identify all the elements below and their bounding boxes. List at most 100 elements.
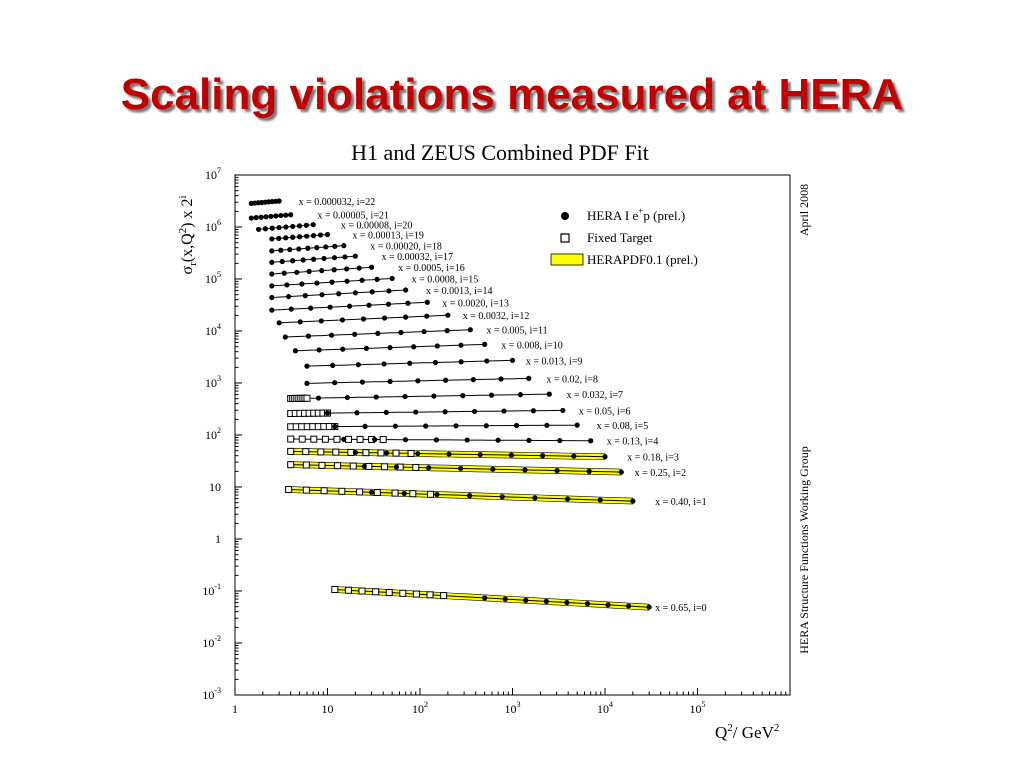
fixed-target-point xyxy=(334,462,342,470)
hera-point xyxy=(273,213,279,219)
hera-point xyxy=(458,465,464,472)
hera-point xyxy=(432,359,439,366)
hera-point xyxy=(522,467,528,473)
fixed-target-point xyxy=(345,435,353,443)
hera-point xyxy=(431,393,437,399)
hera-point xyxy=(290,258,296,264)
hera-point xyxy=(332,423,338,430)
hera-point xyxy=(584,601,591,607)
hera-point xyxy=(445,312,451,318)
hera-point xyxy=(327,304,333,310)
hera-point xyxy=(484,358,490,364)
hera-point xyxy=(324,410,331,416)
fixed-target-point xyxy=(287,461,295,469)
hera-point xyxy=(443,377,449,383)
hera-point xyxy=(328,332,335,338)
hera-point xyxy=(471,408,478,415)
hera-point xyxy=(415,378,421,384)
hera-point xyxy=(526,437,532,443)
series-3: x = 0.00013, i=19 xyxy=(269,231,424,242)
hera-point xyxy=(625,603,632,609)
fixed-target-point xyxy=(362,449,370,457)
hera-point xyxy=(425,465,432,471)
hera-point xyxy=(508,452,514,458)
hera-point xyxy=(278,247,284,253)
x-tick-label: 105 xyxy=(690,700,706,716)
series-5: x = 0.00032, i=17 xyxy=(269,252,453,265)
hera-point xyxy=(332,243,338,249)
hera-point xyxy=(305,245,311,251)
y-tick-label: 10-2 xyxy=(202,634,221,650)
hera-point xyxy=(501,408,507,414)
plot-frame xyxy=(234,174,791,696)
fixed-target-point xyxy=(380,463,388,471)
series-label: x = 0.00008, i=20 xyxy=(341,221,413,232)
x-tick-label: 102 xyxy=(412,700,428,716)
fixed-target-point xyxy=(338,487,346,495)
hera-point xyxy=(299,281,305,287)
hera-point xyxy=(269,307,275,313)
hera-point xyxy=(403,314,409,320)
hera-point xyxy=(319,292,325,298)
hera-point xyxy=(482,341,488,347)
x-axis-label-sup: 2 xyxy=(727,722,733,734)
hera-point xyxy=(263,214,269,220)
hera-point xyxy=(279,258,285,265)
series-16: x = 0.05, i=6 xyxy=(287,406,630,417)
x-tick-label: 1 xyxy=(232,702,238,716)
hera-point xyxy=(530,408,537,414)
y-tick-label: 1 xyxy=(215,532,221,546)
series-label: x = 0.0008, i=15 xyxy=(412,274,479,285)
series-2: x = 0.00008, i=20 xyxy=(256,221,412,232)
hera-point xyxy=(321,255,327,262)
hera-point xyxy=(446,451,452,457)
hera-point xyxy=(586,468,592,474)
hera-point xyxy=(256,226,262,232)
hera-point xyxy=(387,344,393,351)
hera-point xyxy=(297,319,303,325)
hera-point xyxy=(341,436,347,442)
hera-point xyxy=(352,449,358,456)
hera-point xyxy=(339,317,346,323)
series-21: x = 0.40, i=1 xyxy=(285,486,707,508)
hera-point xyxy=(564,599,570,606)
axis-ticks: 1 10 102 103 104 10510710610510410310210110-1… xyxy=(202,166,787,716)
fixed-target-point xyxy=(427,490,435,498)
hera-point xyxy=(269,271,275,277)
hera-point xyxy=(433,437,439,443)
hera-point xyxy=(605,602,611,608)
hera-point xyxy=(314,280,320,286)
series-label: x = 0.00013, i=19 xyxy=(352,231,424,242)
fixed-target-point xyxy=(285,486,293,494)
series-curve xyxy=(288,489,633,502)
hera-point xyxy=(618,469,624,475)
series-curve xyxy=(334,589,650,608)
fixed-target-point xyxy=(373,489,381,497)
legend-marker-square xyxy=(560,233,570,243)
hera-point xyxy=(268,213,274,219)
hera-point xyxy=(306,268,312,275)
series-curve xyxy=(290,438,591,442)
hera-point xyxy=(415,450,421,457)
hera-point xyxy=(532,495,538,501)
series-22: x = 0.65, i=0 xyxy=(331,585,707,614)
fixed-target-point xyxy=(317,448,325,456)
hera-point xyxy=(554,468,560,474)
series-9: x = 0.0020, i=13 xyxy=(269,298,509,313)
x-axis-label: Q2/ GeV2 xyxy=(715,722,779,742)
hera-point xyxy=(276,320,282,326)
fixed-target-point xyxy=(391,489,399,497)
series-layer: x = 0.000032, i=22x = 0.00005, i=21x = 0… xyxy=(248,197,707,614)
fixed-target-point xyxy=(379,436,387,444)
series-label: x = 0.00032, i=17 xyxy=(381,252,453,263)
hera-point xyxy=(283,212,289,218)
hera-point xyxy=(341,243,347,249)
hera-point xyxy=(288,212,294,218)
hera-point xyxy=(331,255,338,261)
hera-point xyxy=(477,451,483,458)
series-curve xyxy=(290,409,563,414)
hera-point xyxy=(517,392,524,398)
hera-point xyxy=(374,276,380,282)
hera-point xyxy=(543,598,549,604)
hera-point xyxy=(363,345,369,351)
